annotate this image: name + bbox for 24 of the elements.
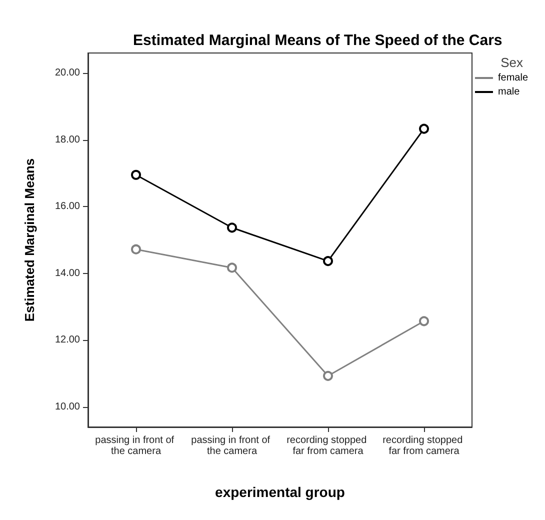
y-tick-label: 10.00 (54, 401, 80, 412)
chart-title: Estimated Marginal Means of The Speed of the Cars (133, 32, 502, 49)
legend-label: female (498, 72, 528, 84)
point (323, 370, 333, 381)
y-axis-title: Estimated Marginal Means (22, 158, 37, 322)
point (227, 262, 237, 273)
point (419, 316, 429, 326)
x-axis-title: experimental group (215, 484, 345, 500)
point (131, 170, 141, 180)
y-tick-label: 20.00 (54, 68, 80, 79)
point (323, 256, 333, 266)
legend-title: Sex (500, 55, 524, 70)
y-tick-label: 14.00 (54, 268, 80, 279)
x-tick-label: recording stopped far from camera (382, 435, 466, 457)
x-tick-label: passing in front of the camera (95, 435, 177, 457)
point (131, 244, 141, 254)
legend-label: male (498, 86, 520, 98)
y-tick-label: 16.00 (54, 201, 80, 212)
y-tick-label: 12.00 (54, 334, 80, 346)
point (227, 222, 237, 233)
y-tick-label: 18.00 (54, 134, 80, 146)
x-tick-label: passing in front of the camera (191, 435, 273, 457)
point (419, 124, 429, 134)
x-tick-label: recording stopped far from camera (286, 435, 370, 457)
